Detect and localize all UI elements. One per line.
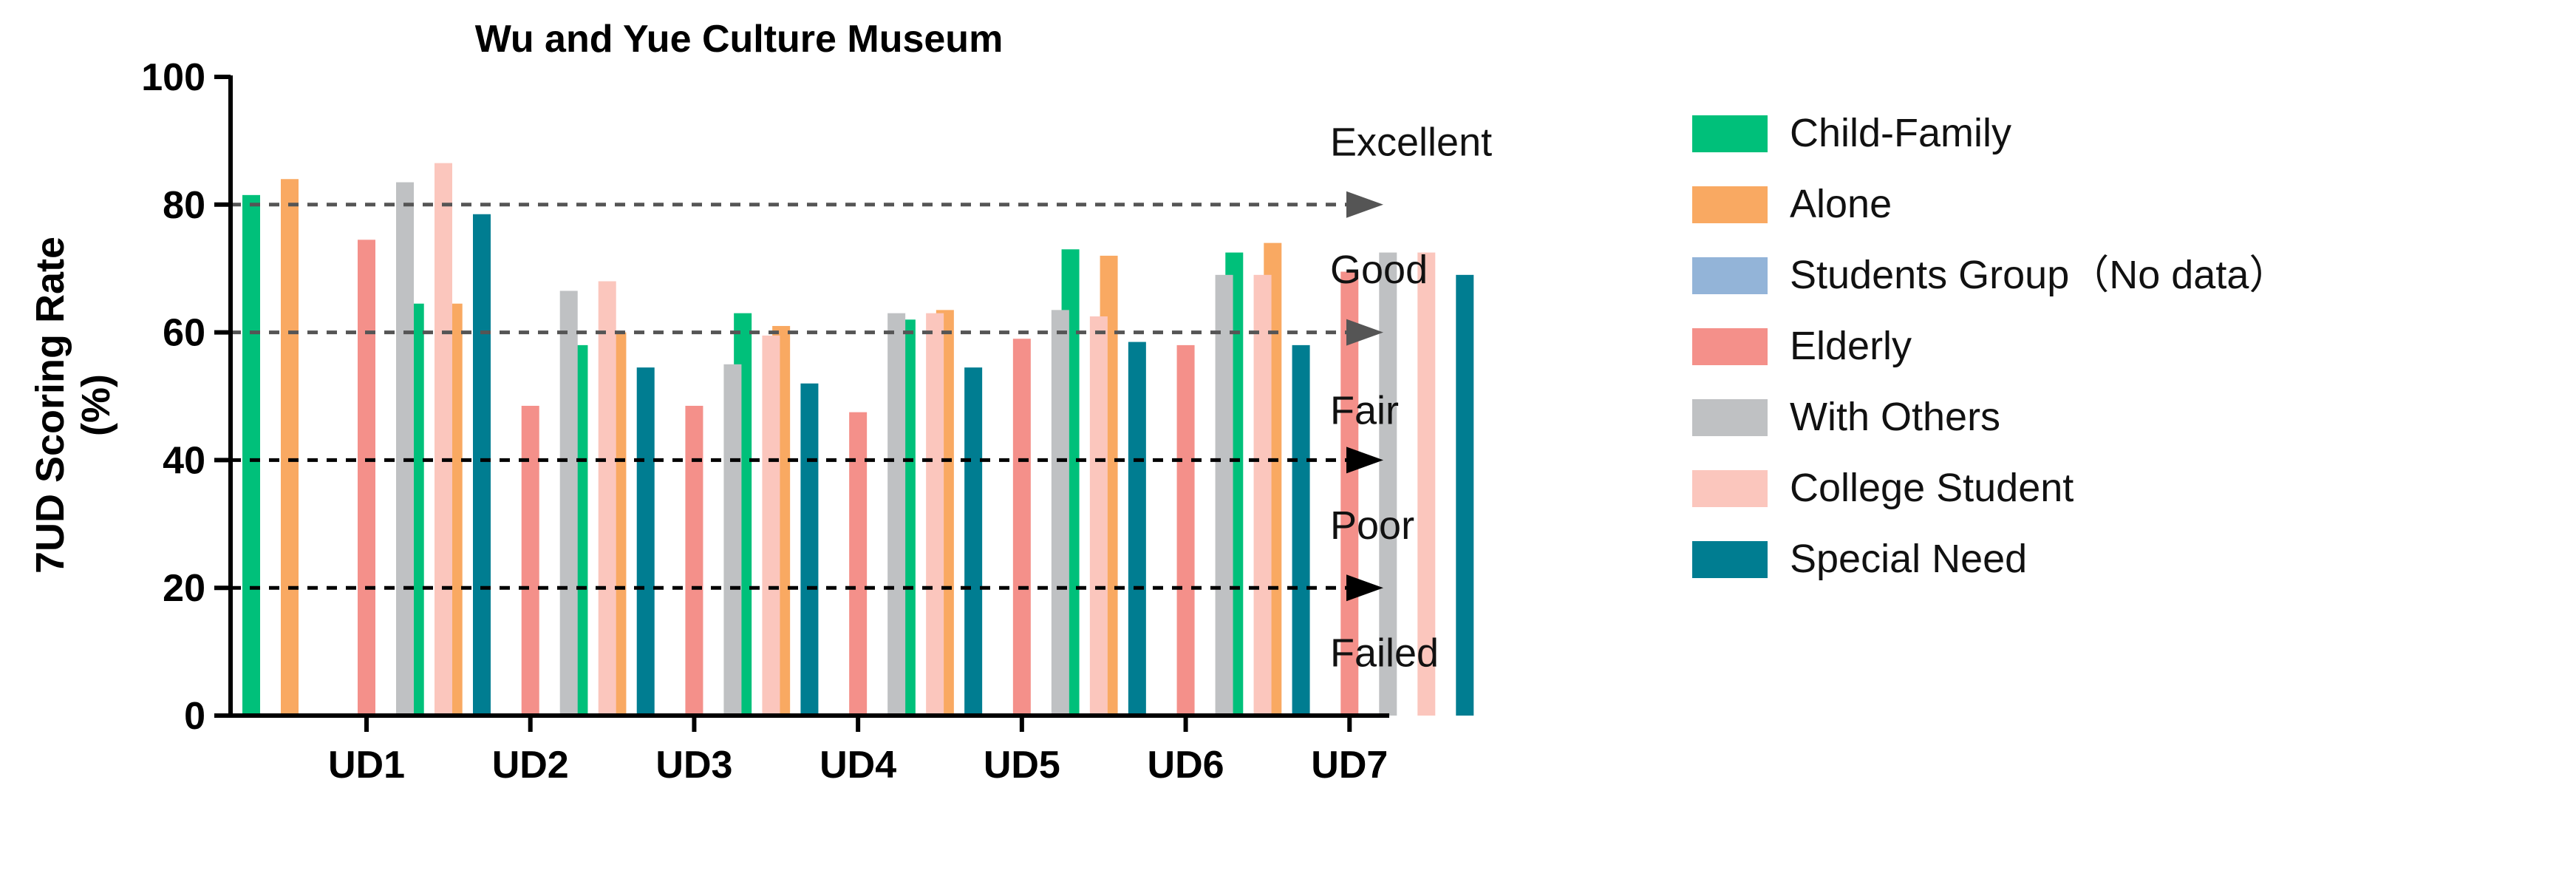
bar-ud7-series-4 — [1379, 252, 1397, 716]
legend-label-2: Students Group（No data） — [1790, 253, 2289, 297]
band-labels: Excellent Good Fair Poor Failed — [1330, 120, 1492, 675]
bar-ud7-series-3 — [1340, 271, 1359, 716]
legend-swatch-1 — [1692, 186, 1768, 223]
legend-label-0: Child-Family — [1790, 111, 2011, 155]
legend-swatch-4 — [1692, 399, 1768, 436]
bar-ud5-series-4 — [1051, 310, 1069, 716]
bar-ud3-series-3 — [685, 405, 703, 716]
bar-ud3-series-5 — [762, 335, 780, 716]
legend-swatch-5 — [1692, 470, 1768, 507]
threshold-arrow-40 — [1346, 446, 1383, 474]
x-tick-label-ud1: UD1 — [328, 744, 405, 787]
band-label-failed: Failed — [1330, 631, 1439, 676]
bar-ud1-series-1 — [281, 179, 299, 716]
threshold-arrow-60 — [1346, 319, 1383, 346]
bar-ud1-series-3 — [358, 240, 375, 716]
bar-ud5-series-5 — [1089, 316, 1108, 716]
y-tick-label-100: 100 — [141, 56, 205, 99]
y-tick-label-80: 80 — [163, 184, 205, 227]
bar-ud2-series-5 — [598, 281, 616, 716]
band-label-fair: Fair — [1330, 388, 1399, 432]
y-axis-unit: (%) — [74, 374, 118, 436]
bar-ud4-series-4 — [887, 313, 906, 716]
legend-swatch-3 — [1692, 328, 1768, 365]
legend-label-6: Special Need — [1790, 537, 2027, 581]
threshold-lines — [231, 191, 1383, 602]
band-label-good: Good — [1330, 248, 1428, 292]
x-tick-label-ud3: UD3 — [655, 744, 732, 787]
y-tick-label-60: 60 — [163, 312, 205, 355]
y-tick-label-20: 20 — [163, 567, 205, 610]
x-tick-label-ud4: UD4 — [820, 744, 896, 787]
bar-ud1-series-5 — [435, 163, 452, 716]
legend-swatch-2 — [1692, 257, 1768, 294]
bar-ud3-series-6 — [800, 383, 819, 716]
bar-ud1-series-0 — [242, 194, 260, 716]
y-tick-label-40: 40 — [163, 439, 205, 482]
x-tick-label-ud5: UD5 — [984, 744, 1060, 787]
bar-ud4-series-5 — [926, 313, 944, 716]
legend-swatch-0 — [1692, 115, 1768, 152]
bar-ud1-series-4 — [396, 182, 414, 716]
bar-ud4-series-3 — [849, 412, 868, 716]
x-tick-label-ud7: UD7 — [1311, 744, 1388, 787]
chart-title: Wu and Yue Culture Museum — [475, 18, 1004, 61]
x-tick-label-ud6: UD6 — [1148, 744, 1224, 787]
bar-ud2-series-3 — [521, 405, 539, 716]
y-axis-label: 7UD Scoring Rate — [28, 237, 72, 574]
bar-ud6-series-4 — [1215, 274, 1233, 716]
y-tick-label-0: 0 — [184, 695, 205, 738]
x-tick-label-ud2: UD2 — [492, 744, 569, 787]
bar-ud7-series-6 — [1456, 274, 1474, 716]
threshold-arrow-20 — [1346, 574, 1383, 602]
legend-label-5: College Student — [1790, 466, 2074, 510]
band-label-poor: Poor — [1330, 503, 1414, 548]
bar-ud5-series-3 — [1012, 339, 1031, 716]
bar-ud2-series-6 — [636, 367, 655, 716]
legend: Child-Family Alone Students Group（No data）… — [1692, 111, 2289, 581]
bar-ud3-series-4 — [723, 364, 742, 716]
threshold-arrow-80 — [1346, 191, 1383, 218]
bar-ud5-series-6 — [1128, 342, 1146, 716]
legend-swatch-6 — [1692, 541, 1768, 578]
bar-ud2-series-4 — [559, 291, 578, 716]
axes: 0 20 40 60 80 100 UD1 UD2 UD3 UD4 UD5 UD6 UD7 — [141, 56, 1389, 787]
bar-ud4-series-6 — [964, 367, 983, 716]
legend-label-4: With Others — [1790, 395, 2000, 439]
bar-ud1-series-6 — [473, 214, 491, 716]
bar-ud6-series-3 — [1176, 344, 1195, 716]
bar-ud7-series-5 — [1417, 252, 1436, 716]
band-label-excellent: Excellent — [1330, 120, 1492, 164]
legend-label-3: Elderly — [1790, 324, 1912, 368]
bar-ud6-series-6 — [1292, 344, 1310, 716]
legend-label-1: Alone — [1790, 182, 1892, 226]
bars-layer — [242, 163, 1474, 716]
bar-ud6-series-5 — [1253, 274, 1272, 716]
